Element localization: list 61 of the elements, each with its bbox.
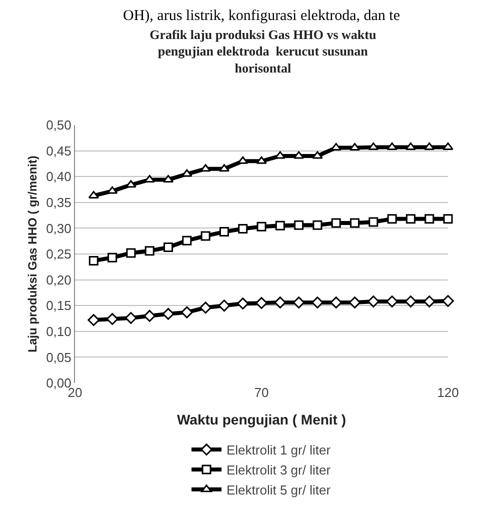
y-tick-label: 0,25 — [46, 246, 72, 262]
y-tick-label: 0,40 — [46, 169, 72, 184]
point — [218, 300, 230, 312]
point — [367, 296, 380, 308]
point — [162, 308, 174, 320]
point — [443, 214, 453, 224]
point — [442, 142, 454, 150]
point — [312, 151, 323, 159]
point — [386, 142, 398, 150]
point — [368, 217, 378, 227]
point — [256, 297, 268, 309]
point — [256, 222, 266, 232]
point — [406, 214, 416, 224]
point — [125, 312, 137, 324]
y-tick-label: 0,15 — [46, 298, 72, 314]
point — [180, 306, 193, 318]
point — [238, 224, 248, 234]
x-tick-label: 120 — [437, 385, 459, 400]
text: OH), arus listrik, konfigurasi elektroda, dan te — [123, 8, 400, 24]
point — [200, 302, 212, 314]
y-axis-title: Laju produksi Gas HHO ( gr/menit) — [25, 156, 40, 352]
point — [106, 313, 118, 325]
point — [330, 142, 342, 150]
legend-label: Elektrolit 3 gr/ liter — [226, 462, 332, 478]
point — [144, 246, 154, 256]
point — [294, 220, 304, 230]
y-tick-label: 0,20 — [46, 272, 72, 288]
point — [386, 296, 398, 308]
point — [164, 242, 173, 252]
y-tick-label: 0,35 — [46, 194, 72, 210]
x-tick-label: 70 — [254, 385, 269, 400]
point — [108, 252, 118, 262]
point — [312, 296, 324, 308]
y-tick-label: 0,00 — [46, 376, 72, 391]
y-tick-label: 0,45 — [46, 143, 72, 158]
point — [350, 218, 360, 228]
point — [312, 220, 322, 230]
point — [182, 236, 192, 246]
point — [424, 214, 434, 224]
point — [442, 295, 454, 307]
legend-label: Elektrolit 1 gr/ liter — [226, 442, 332, 458]
chart-title: Grafik laju produksi Gas HHO vs waktu pengujian elektroda kerucut susunan horisontal — [150, 26, 376, 76]
y-tick-label: 0,30 — [46, 220, 72, 236]
point — [200, 231, 210, 241]
y-tick-label: 0,05 — [46, 350, 72, 365]
point — [387, 214, 397, 224]
x-axis-title: Waktu pengujian ( Menit ) — [176, 411, 346, 428]
point — [236, 298, 249, 310]
y-tick-label: 0,10 — [46, 324, 72, 339]
point — [88, 256, 98, 266]
point — [88, 314, 100, 326]
point — [182, 169, 192, 177]
point — [275, 220, 285, 230]
legend-label: Elektrolit 5 gr/ liter — [226, 482, 332, 498]
point — [126, 248, 136, 258]
point — [219, 227, 229, 237]
point — [256, 156, 267, 164]
point — [331, 218, 341, 228]
point — [144, 310, 156, 322]
point — [368, 142, 379, 150]
y-tick-label: 0,50 — [46, 118, 72, 133]
